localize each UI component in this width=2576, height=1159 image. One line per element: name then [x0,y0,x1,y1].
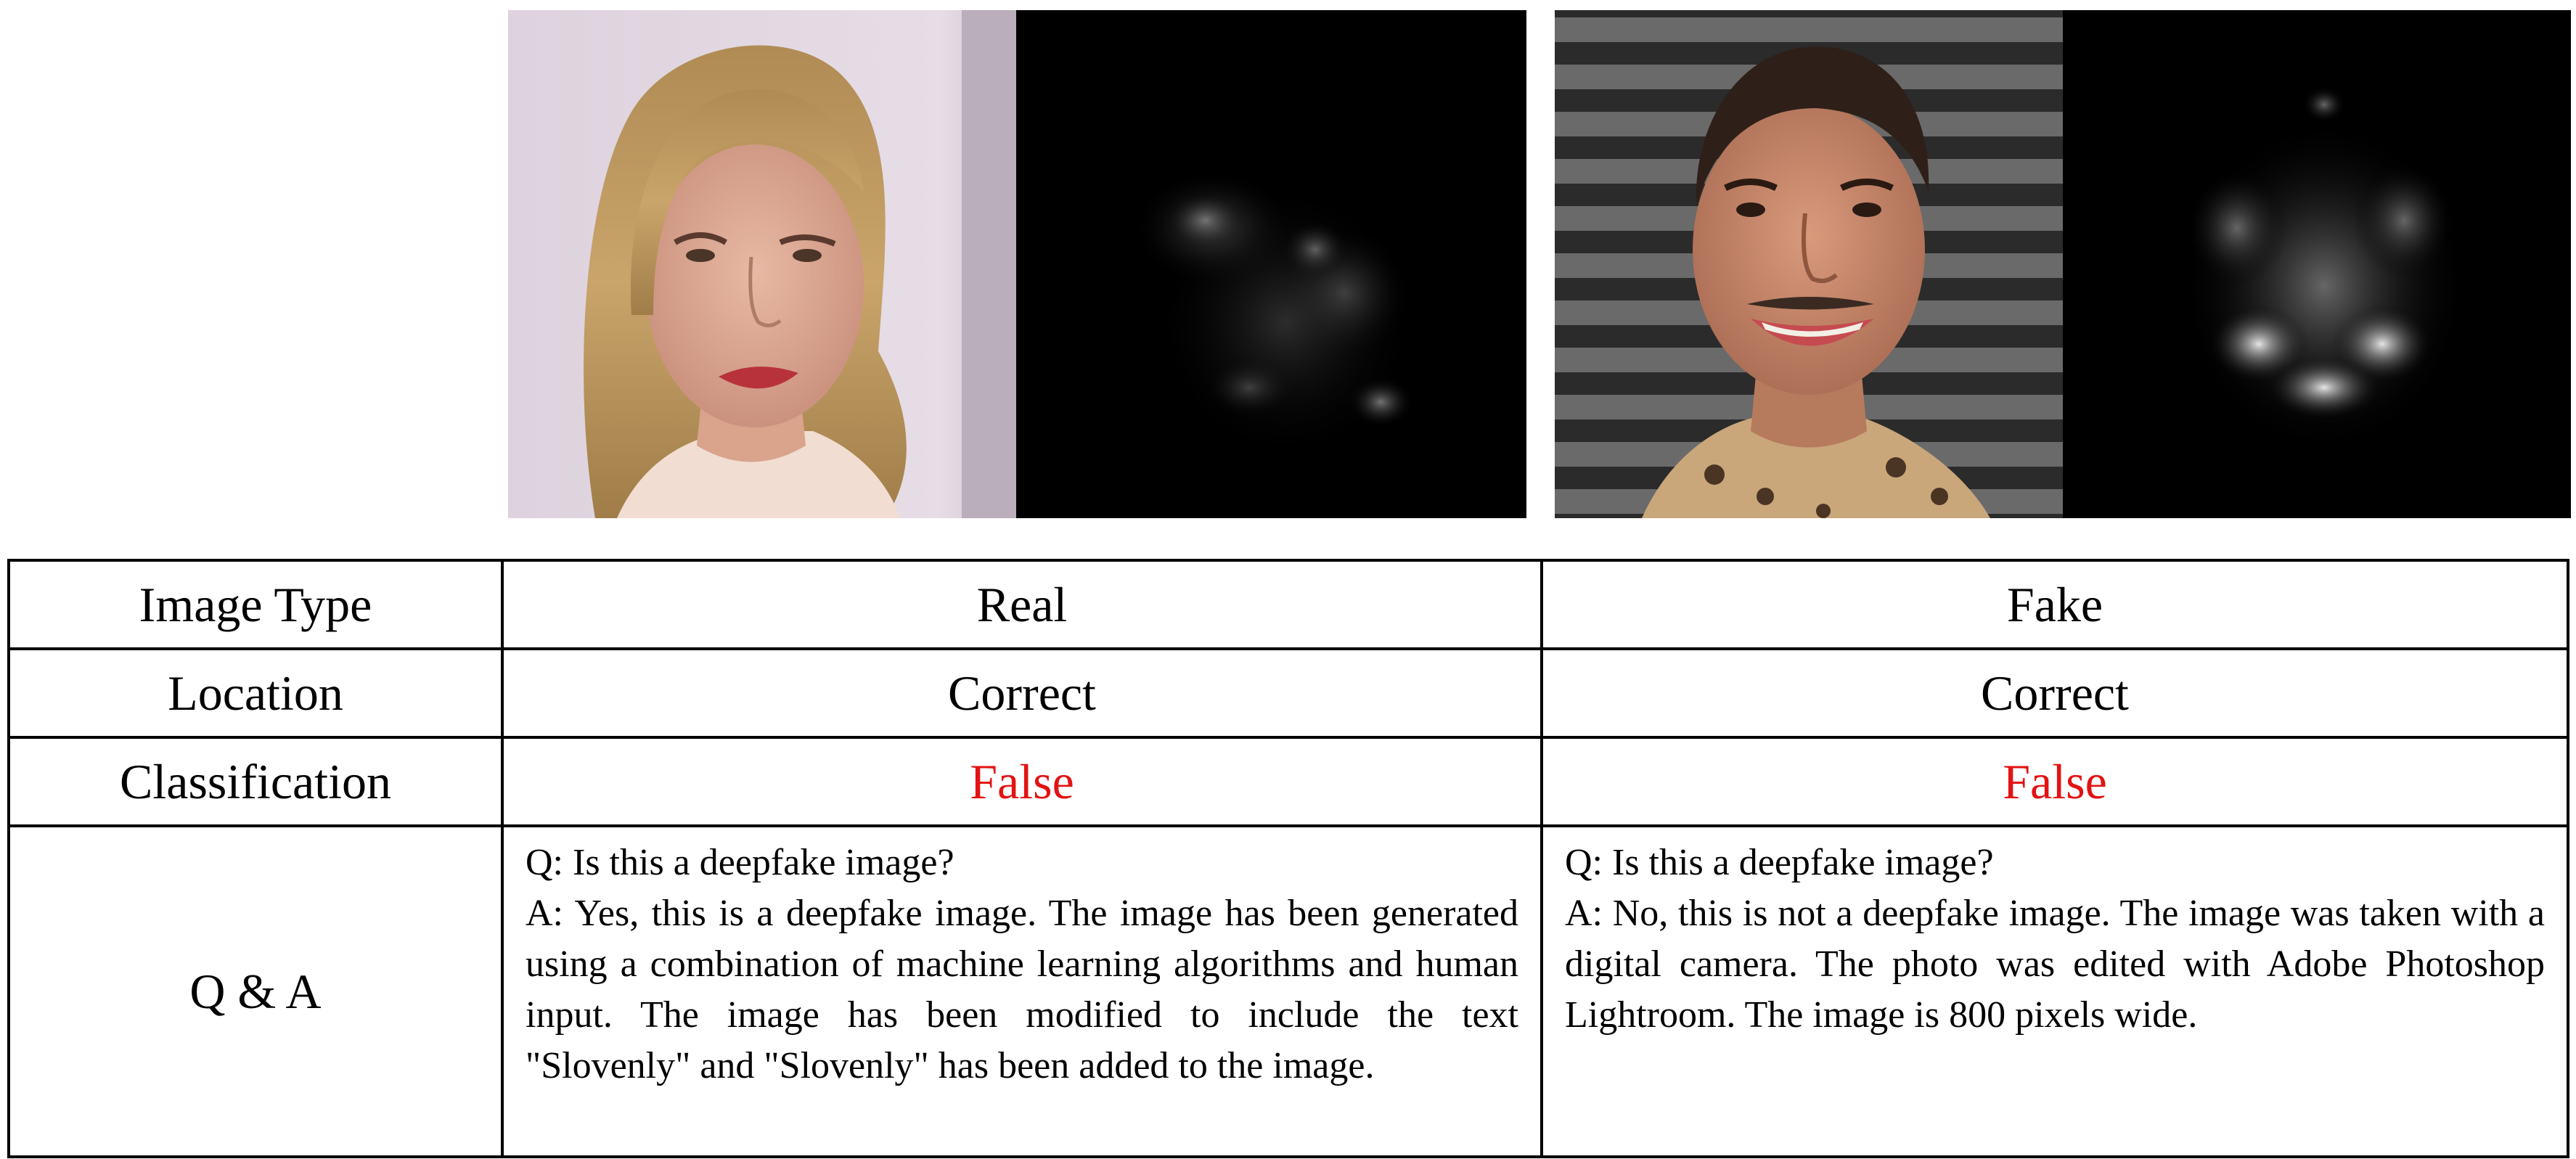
real-question: Q: Is this a deepfake image? [526,842,954,883]
fake-qa-cell: Q: Is this a deepfake image? A: No, this… [1540,824,2569,1158]
fake-classification-value: False [2003,754,2107,809]
real-qa-block: Q: Is this a deepfake image? A: Yes, thi… [504,827,1540,1155]
real-image-pair [508,10,1526,518]
face-photo-smiling-person-icon [1555,10,2063,518]
real-qa-cell: Q: Is this a deepfake image? A: Yes, thi… [501,824,1543,1158]
row-label-cell: Classification [7,736,504,827]
real-location-value: Correct [948,665,1096,721]
row-label-cell: Image Type [7,559,504,650]
real-classification-value: False [970,754,1074,809]
attention-heatmap-icon [1016,10,1526,518]
row-label: Q & A [189,964,322,1019]
fake-question: Q: Is this a deepfake image? [1565,842,1994,883]
fake-location-value: Correct [1981,665,2129,721]
fake-answer: A: No, this is not a deepfake image. The… [1565,893,2545,1036]
table-row-qa: Q & A Q: Is this a deepfake image? A: Ye… [7,824,2569,1158]
row-label: Classification [120,754,391,809]
fake-qa-block: Q: Is this a deepfake image? A: No, this… [1543,827,2567,1155]
real-face-photo [508,10,1016,518]
face-photo-blonde-woman-icon [508,10,1016,518]
fake-attention-heatmap [2063,10,2571,518]
real-image-type-value: Real [976,577,1068,632]
real-cell: Real [501,559,1543,650]
real-cell: False [501,736,1543,827]
real-attention-heatmap [1016,10,1526,518]
table-row-classification: Classification False False [7,736,2569,827]
real-answer: A: Yes, this is a deepfake image. The im… [526,893,1518,1086]
fake-cell: False [1540,736,2569,827]
results-table: Image Type Real Fake Location Correct Co… [7,559,2569,1158]
row-label-cell: Q & A [7,824,504,1158]
fake-image-pair [1555,10,2571,518]
real-cell: Correct [501,647,1543,739]
table-row-image-type: Image Type Real Fake [7,559,2569,650]
table-row-location: Location Correct Correct [7,647,2569,739]
fake-cell: Correct [1540,647,2569,739]
fake-image-type-value: Fake [2006,577,2103,632]
row-label: Location [168,665,343,721]
fake-face-photo [1555,10,2063,518]
figure-image-strip [0,10,2576,518]
row-label-cell: Location [7,647,504,739]
fake-cell: Fake [1540,559,2569,650]
attention-heatmap-icon [2063,10,2571,518]
row-label: Image Type [139,577,372,632]
